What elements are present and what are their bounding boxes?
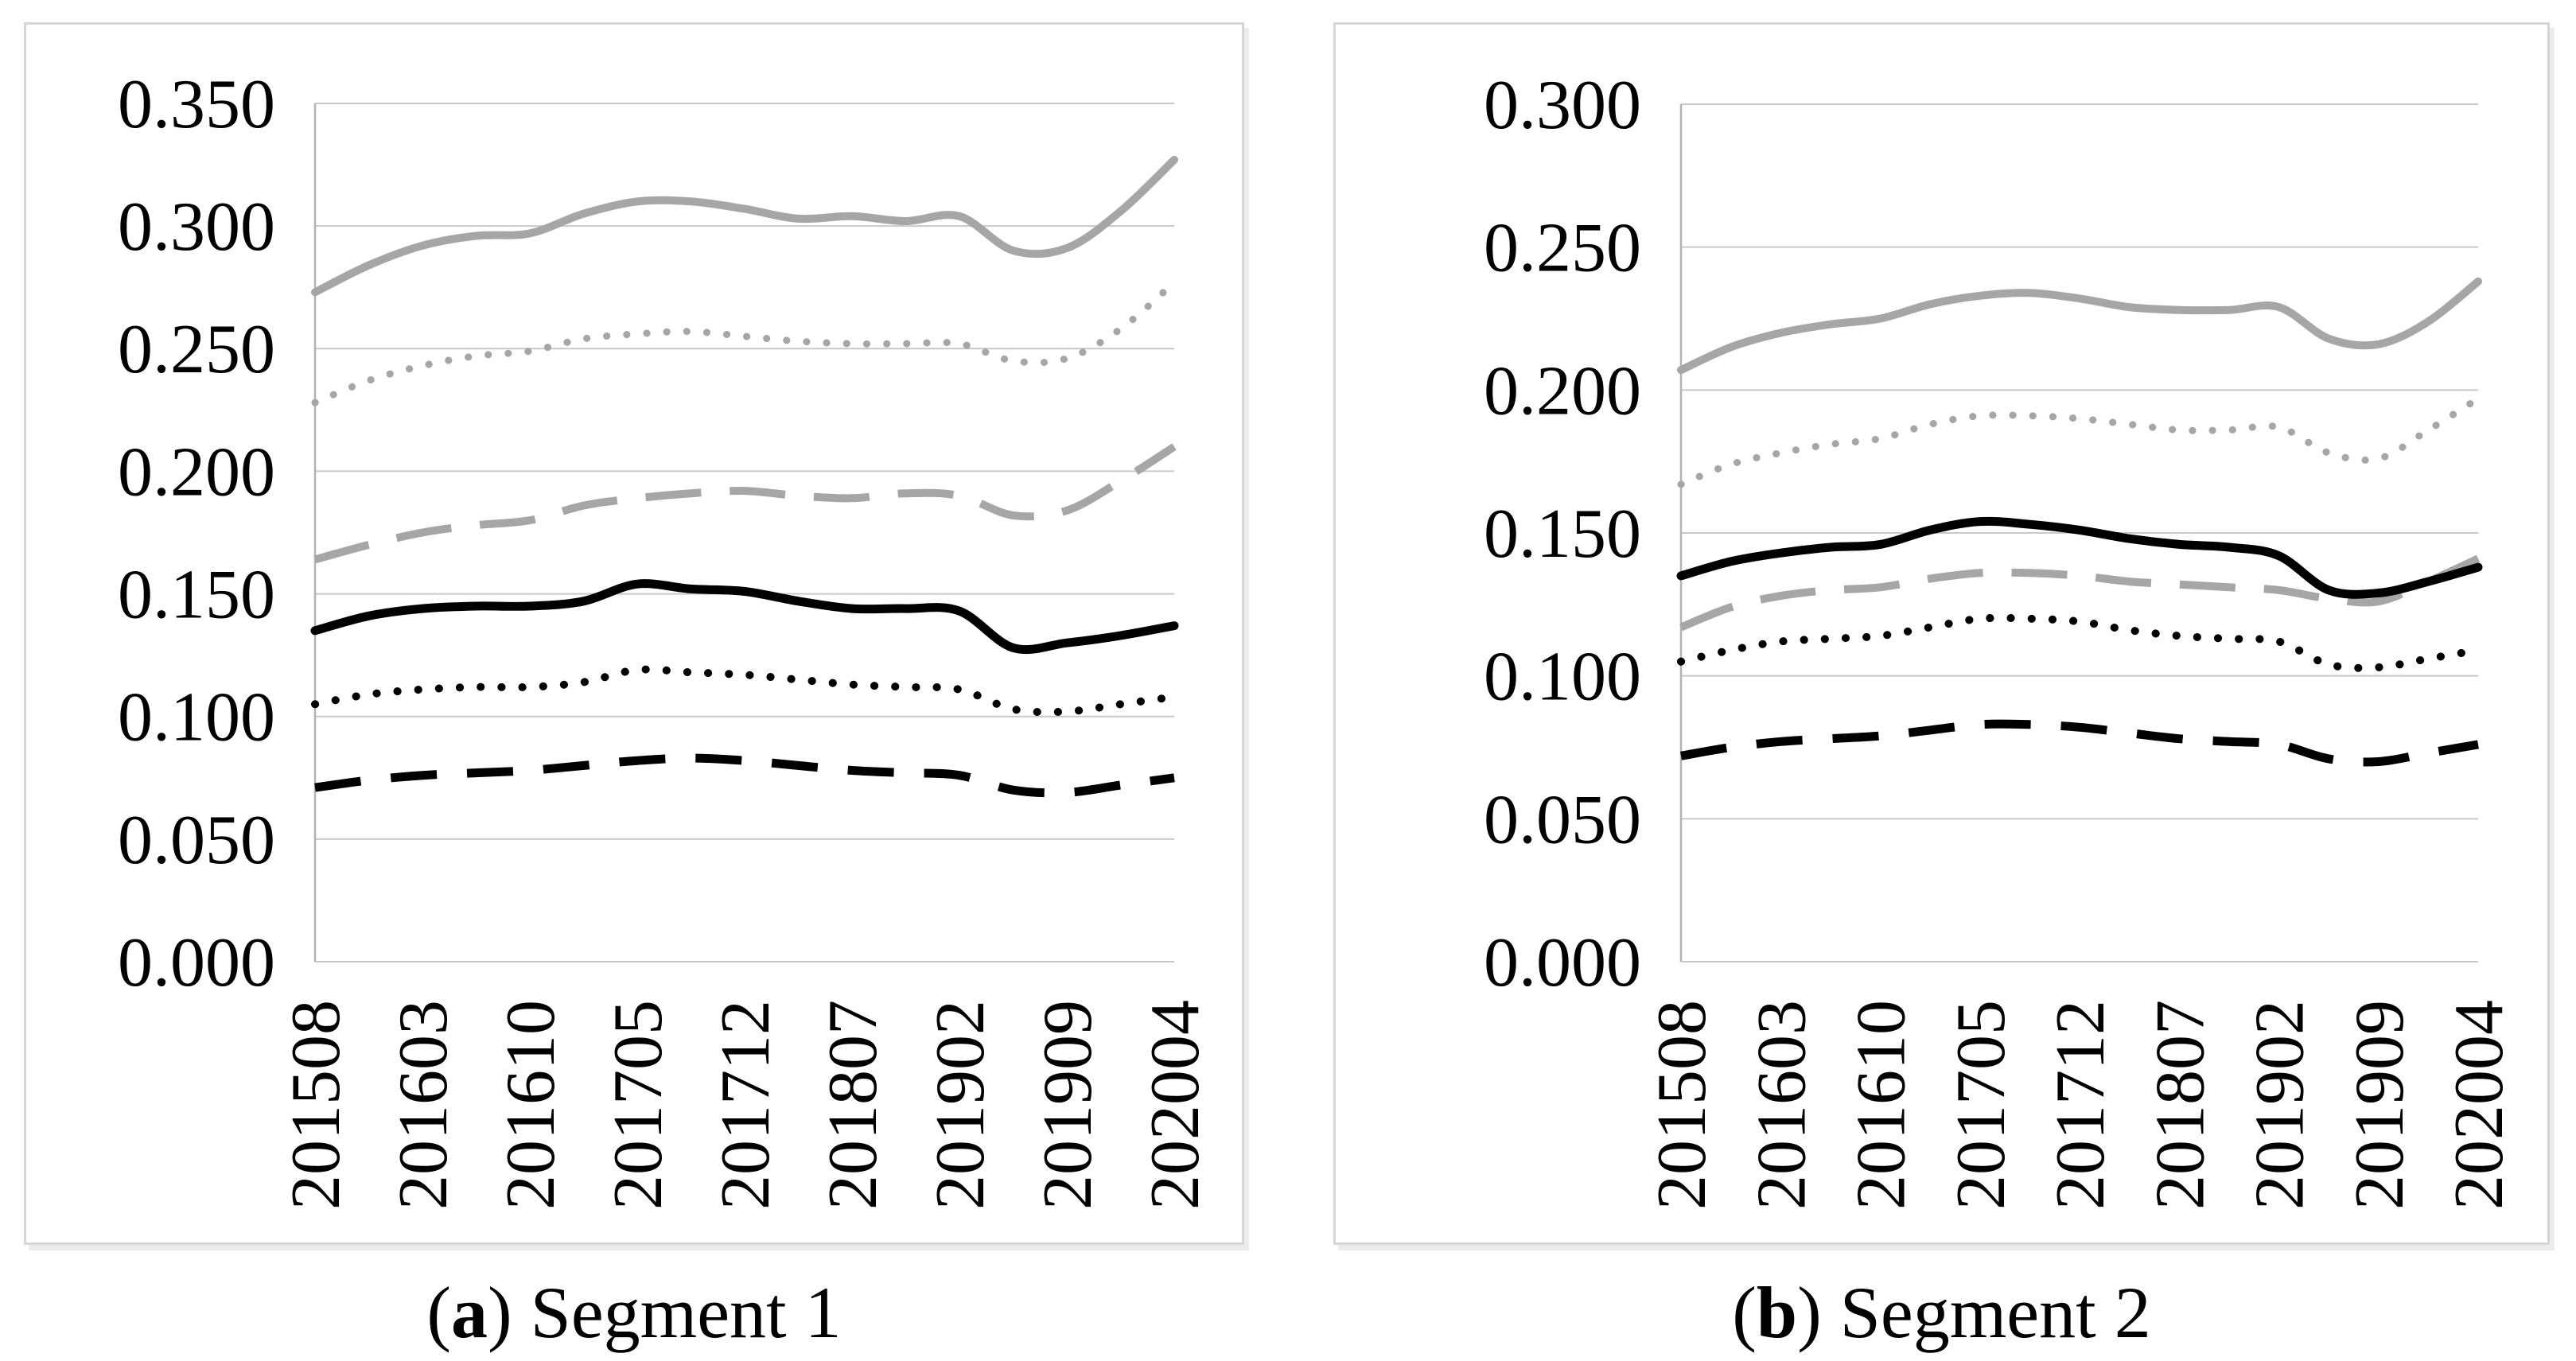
caption-title: Segment 1 (530, 1272, 842, 1353)
x-axis-label: 201705 (600, 1000, 677, 1210)
series-black-dotted-line (311, 665, 1178, 717)
x-axis-label: 202004 (2441, 1000, 2518, 1210)
chart-panel-segment-1: 0.350 0.300 0.250 0.200 0.150 0.100 0.050 0.000… (24, 22, 1244, 1245)
caption-letter: b (1756, 1272, 1798, 1353)
y-axis-label: 0.150 (118, 556, 275, 633)
series-black-dashed-line (1680, 719, 2479, 767)
x-axis-label: 201902 (922, 1000, 999, 1210)
y-axis-label: 0.050 (1484, 781, 1641, 858)
y-axis-label: 0.000 (118, 924, 275, 1001)
caption-segment-2: (b) Segment 2 (1333, 1268, 2550, 1357)
caption-paren-open: ( (426, 1272, 452, 1353)
y-axis-label: 0.300 (1484, 67, 1641, 144)
series-gray-dotted-line (1677, 395, 2482, 488)
x-axis-label: 201508 (1644, 1000, 1721, 1210)
x-axis-label: 202004 (1137, 1000, 1214, 1210)
line-chart-a-segment-1: 0.350 0.300 0.250 0.200 0.150 0.100 0.050 0.000… (118, 66, 1214, 1210)
series-gray-dotted-line (311, 278, 1178, 406)
series-gray-dashed-line (1679, 554, 2481, 632)
x-axis-label: 201909 (1029, 1000, 1107, 1210)
series-black-dashed-line (314, 753, 1175, 798)
line-chart-b-segment-2: 0.300 0.250 0.200 0.150 0.100 0.050 0.00020150… (1484, 67, 2518, 1210)
x-axis-label: 201603 (385, 1000, 462, 1210)
y-axis-label: 0.350 (118, 66, 275, 143)
caption-letter: a (451, 1272, 488, 1353)
y-axis-label: 0.100 (118, 679, 275, 756)
x-axis-label: 201712 (2042, 1000, 2119, 1210)
series-black-solid-line (310, 579, 1179, 655)
x-axis-label: 201807 (815, 1000, 892, 1210)
series-gray-solid-line (311, 155, 1178, 297)
y-axis-label: 0.200 (1484, 352, 1641, 430)
y-axis-label: 0.150 (1484, 496, 1641, 573)
chart-panel-segment-2: 0.300 0.250 0.200 0.150 0.100 0.050 0.000 20150… (1333, 22, 2550, 1245)
y-axis-label: 0.200 (118, 434, 275, 511)
caption-paren-close: ) (488, 1272, 531, 1353)
caption-paren-close: ) (1797, 1272, 1840, 1353)
series-gray-dashed-line (313, 443, 1177, 564)
x-axis-label: 201705 (1943, 1000, 2020, 1210)
y-axis-label: 0.000 (1484, 924, 1641, 1001)
x-axis-label: 201603 (1743, 1000, 1820, 1210)
x-axis-label: 201807 (2142, 1000, 2219, 1210)
y-axis-label: 0.250 (118, 311, 275, 388)
x-axis-label: 201508 (278, 1000, 355, 1210)
series-black-dotted-line (1677, 613, 2482, 672)
caption-title: Segment 2 (1839, 1272, 2151, 1353)
y-axis-label: 0.050 (118, 802, 275, 879)
series-black-solid-line (1676, 516, 2483, 599)
x-axis-label: 201909 (2341, 1000, 2418, 1210)
caption-paren-open: ( (1732, 1272, 1757, 1353)
y-axis-label: 0.100 (1484, 639, 1641, 716)
x-axis-label: 201610 (1843, 1000, 1920, 1210)
y-axis-label: 0.300 (118, 189, 275, 266)
y-axis-label: 0.250 (1484, 210, 1641, 287)
caption-segment-1: (a) Segment 1 (24, 1268, 1244, 1357)
series-gray-solid-line (1677, 277, 2482, 375)
x-axis-label: 201902 (2242, 1000, 2319, 1210)
x-axis-label: 201610 (492, 1000, 570, 1210)
x-axis-label: 201712 (707, 1000, 784, 1210)
